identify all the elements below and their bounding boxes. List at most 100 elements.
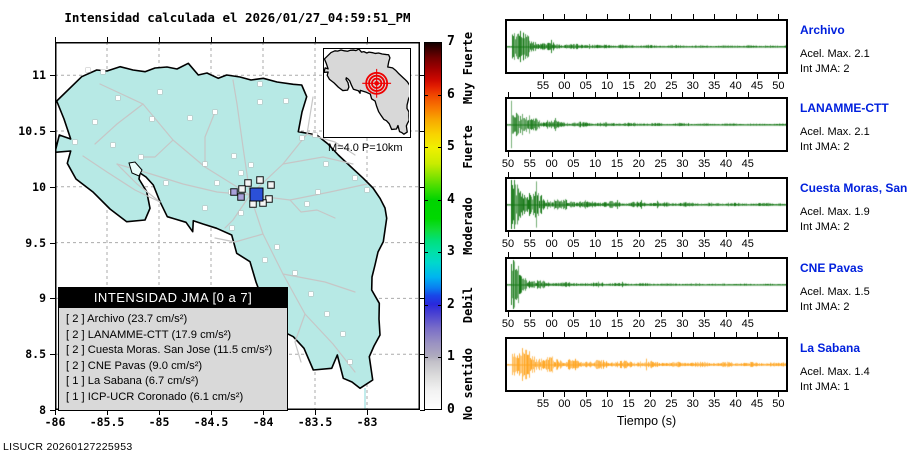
- seis-tick: [704, 312, 706, 317]
- seis-tick: [638, 232, 640, 237]
- seis-tick-top: [735, 14, 737, 19]
- y-tick-right: [420, 186, 425, 188]
- seis-tick-label: 35: [698, 238, 711, 250]
- waveform-canvas: [507, 179, 786, 230]
- seis-tick: [650, 74, 651, 79]
- seis-tick-top: [757, 332, 758, 337]
- x-tick-label: -84: [252, 415, 274, 429]
- seis-tick-top: [628, 14, 630, 19]
- seis-tick: [638, 152, 640, 157]
- seis-tick-label: 50: [772, 80, 785, 92]
- colorbar-tick: [438, 304, 442, 306]
- seis-tick-top: [682, 252, 684, 257]
- x-tick-top: [107, 37, 108, 42]
- seis-tick-label: 15: [622, 398, 635, 410]
- seis-tick-top: [650, 14, 651, 19]
- seis-tick-top: [747, 172, 749, 177]
- seis-tick-label: 50: [501, 158, 515, 170]
- station-square: [347, 359, 353, 365]
- station-markers: [72, 67, 370, 365]
- seis-tick-label: 45: [750, 398, 764, 410]
- seis-tick: [692, 392, 694, 397]
- seis-tick-top: [617, 92, 618, 97]
- station-square: [262, 257, 268, 263]
- seis-tick-top: [638, 252, 640, 257]
- seis-tick-top: [551, 172, 553, 177]
- felt-station-square: [238, 185, 246, 193]
- colorbar-category-label: Muy Fuerte: [461, 32, 475, 105]
- station-square: [304, 201, 310, 207]
- seis-tick: [564, 392, 566, 397]
- y-tick-label: 9: [39, 291, 46, 306]
- station-acel-max: Acel. Max. 1.9: [800, 206, 870, 218]
- seis-tick: [585, 74, 587, 79]
- station-square: [283, 98, 289, 104]
- waveform-canvas: [507, 259, 786, 310]
- seis-tick: [508, 232, 509, 237]
- seis-tick-label: 50: [501, 318, 515, 330]
- station-square: [85, 67, 91, 73]
- seis-tick-label: 10: [589, 318, 602, 330]
- seis-tick-top: [714, 14, 716, 19]
- station-square: [157, 89, 163, 95]
- seis-tick-label: 00: [545, 318, 558, 330]
- seis-tick-label: 25: [654, 318, 667, 330]
- seis-tick-label: 55: [523, 158, 536, 170]
- seis-tick-top: [735, 332, 737, 337]
- seis-tick-label: 15: [610, 158, 624, 170]
- y-tick-right: [420, 410, 425, 411]
- legend-title: INTENSIDAD JMA [0 a 7]: [58, 287, 288, 308]
- seis-tick: [714, 392, 716, 397]
- x-tick: [159, 410, 160, 415]
- colorbar-number: 3: [447, 244, 455, 260]
- y-tick-label: 8: [39, 403, 46, 417]
- footer-run-id: LISUCR 20260127225953: [3, 441, 133, 453]
- seis-tick: [735, 74, 737, 79]
- colorbar-category-label: Moderado: [461, 197, 475, 255]
- seis-tick-label: 50: [501, 238, 515, 250]
- waveform-canvas: [507, 339, 786, 390]
- y-tick-label: 10.5: [18, 124, 46, 138]
- x-tick-top: [315, 37, 316, 42]
- y-tick: [50, 242, 55, 244]
- y-tick-right: [420, 298, 425, 300]
- seis-tick-label: 30: [676, 238, 689, 250]
- legend-entry: [ 2 ] Cuesta Moras. San Jose (11.5 cm/s²…: [66, 344, 273, 357]
- seis-tick-label: 05: [567, 238, 580, 250]
- seis-tick: [573, 312, 575, 317]
- seis-tick-top: [617, 172, 618, 177]
- station-acel-max: Acel. Max. 1.5: [800, 286, 870, 298]
- seis-tick-label: 35: [698, 318, 711, 330]
- inset-epicenter-map: [323, 48, 412, 138]
- seis-tick: [704, 232, 706, 237]
- station-square: [202, 205, 208, 211]
- y-tick: [50, 410, 55, 411]
- seis-tick: [551, 312, 553, 317]
- inset-caption: M=4.0 P=10km: [328, 142, 403, 154]
- seis-tick-label: 40: [729, 398, 742, 410]
- seis-tick-label: 30: [686, 398, 699, 410]
- station-square: [257, 99, 263, 105]
- seis-tick: [757, 392, 758, 397]
- seis-tick-top: [508, 92, 509, 97]
- seis-tick-top: [508, 172, 509, 177]
- seis-tick-top: [692, 14, 694, 19]
- seismogram-box: [505, 19, 788, 74]
- seis-tick-top: [628, 332, 630, 337]
- station-square: [324, 311, 330, 317]
- colorbar-tick: [424, 147, 428, 149]
- seis-tick: [660, 232, 662, 237]
- seis-tick-top: [747, 92, 749, 97]
- x-tick-top: [55, 37, 56, 42]
- seis-tick-top: [595, 92, 597, 97]
- seismogram-box: [505, 97, 788, 152]
- seis-tick-label: 55: [536, 398, 550, 410]
- seis-tick-top: [682, 172, 684, 177]
- seis-tick-label: 40: [719, 318, 733, 330]
- seis-tick-top: [551, 252, 553, 257]
- station-int-jma: Int JMA: 2: [800, 63, 850, 75]
- colorbar-number: 4: [447, 191, 455, 207]
- waveform-canvas: [507, 21, 786, 72]
- felt-station-square: [249, 200, 257, 208]
- seis-tick-top: [638, 172, 640, 177]
